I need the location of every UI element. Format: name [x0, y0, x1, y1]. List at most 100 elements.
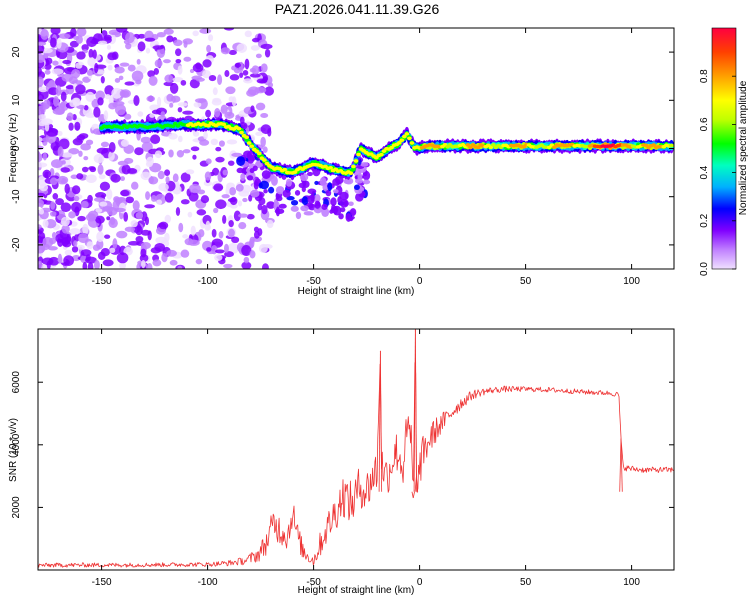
spectrogram-noise-cell — [104, 94, 111, 100]
spectrogram-noise-cell — [178, 222, 184, 233]
spectrogram-scatter-cell — [275, 186, 285, 195]
spectrogram-noise-cell — [106, 216, 111, 221]
spectrogram-noise-cell — [189, 68, 195, 74]
spectrogram-noise-cell — [200, 195, 210, 204]
spectrogram-scatter-cell — [310, 193, 315, 202]
spectrogram-noise-cell — [226, 139, 238, 145]
spectrogram-noise-cell — [114, 66, 125, 74]
spectrogram-noise-cell — [131, 70, 144, 82]
spectrogram-noise-cell — [190, 225, 196, 236]
spectrogram-noise-cell — [85, 112, 96, 118]
spectrogram-scatter-cell — [261, 170, 271, 179]
spectrogram-ridge-cell — [246, 141, 252, 145]
spectrogram-noise-cell — [164, 192, 174, 203]
spectrogram-noise-cell — [100, 141, 110, 148]
spectrogram-noise-cell — [172, 77, 184, 83]
spectrogram-noise-cell — [144, 216, 149, 226]
snr-spike — [412, 491, 415, 499]
spectrogram-noise-cell — [49, 211, 57, 217]
spectrogram-noise-cell — [50, 37, 57, 48]
spectrogram-noise-cell — [71, 80, 84, 85]
spectrogram-noise-cell — [38, 45, 44, 55]
snr-series-line — [38, 362, 674, 568]
spectrogram-ridge-cell — [328, 166, 333, 170]
spectrogram-noise-cell — [175, 206, 181, 216]
spectrogram-noise-cell — [71, 201, 82, 213]
spectrogram-noise-cell — [202, 59, 212, 68]
spectrogram-noise-cell — [242, 197, 248, 203]
spectrogram-ridge-cell — [475, 145, 481, 150]
spectrogram-ridge-cell — [239, 130, 244, 135]
spectrogram-noise-cell — [56, 50, 68, 60]
spectrogram-noise-cell — [190, 146, 200, 152]
snr-x-label: Height of straight line (km) — [298, 585, 415, 596]
spectrogram-scatter-cell — [321, 203, 328, 210]
spectrogram-noise-cell — [223, 28, 235, 31]
spectrogram-noise-cell — [193, 101, 202, 108]
spectrogram-noise-cell — [194, 98, 207, 103]
spectrogram-noise-cell — [208, 34, 214, 42]
spectrogram-y-tick-label: -10 — [11, 189, 22, 204]
spectrogram-noise-cell — [78, 150, 83, 157]
spectrogram-noise-cell — [76, 134, 86, 141]
spectrogram-noise-cell — [137, 111, 144, 117]
spectrogram-scatter-cell — [282, 189, 291, 198]
spectrogram-y-label: Frequency (Hz) — [8, 114, 19, 183]
spectrogram-noise-cell — [260, 63, 268, 73]
spectrogram-noise-cell — [183, 56, 192, 62]
spectrogram-ridge-cell — [206, 123, 211, 128]
spectrogram-noise-cell — [163, 28, 174, 35]
spectrogram-noise-cell — [183, 40, 188, 48]
spectrogram-noise-cell — [57, 130, 63, 137]
spectrogram-noise-cell — [38, 243, 45, 248]
spectrogram-scatter-cell — [268, 186, 275, 194]
spectrogram-noise-cell — [120, 90, 130, 98]
spectrogram-scatter-cell — [362, 179, 371, 185]
spectrogram-noise-cell — [242, 69, 249, 76]
spectrogram-noise-cell — [166, 35, 174, 43]
spectrogram-noise-cell — [117, 160, 129, 166]
spectrogram-noise-cell — [223, 263, 233, 269]
spectrogram-noise-cell — [83, 155, 89, 161]
spectrogram-noise-cell — [231, 236, 240, 244]
spectrogram-scatter-cell — [249, 189, 260, 198]
spectrogram-ridge-cell — [292, 170, 298, 174]
spectrogram-noise-cell — [112, 238, 118, 249]
spectrogram-noise-cell — [218, 140, 225, 147]
spectrogram-scatter-cell — [353, 184, 360, 191]
spectrogram-noise-cell — [38, 192, 46, 198]
spectrogram-noise-cell — [195, 62, 202, 70]
spectrogram-ridge-cell — [175, 124, 181, 128]
spectrogram-noise-cell — [206, 247, 212, 252]
spectrogram-noise-cell — [163, 59, 171, 64]
spectrogram-noise-cell — [211, 228, 217, 238]
spectrogram-noise-cell — [205, 109, 212, 118]
spectrogram-noise-cell — [208, 74, 217, 82]
spectrogram-noise-cell — [140, 136, 152, 144]
spectrogram-scatter-cell — [290, 205, 299, 212]
spectrogram-noise-cell — [160, 111, 166, 117]
spectrogram-noise-cell — [74, 121, 81, 131]
spectrogram-noise-cell — [119, 261, 126, 269]
spectrogram-noise-cell — [192, 154, 197, 160]
spectrogram-noise-cell — [250, 105, 255, 113]
spectrogram-noise-cell — [109, 247, 116, 254]
snr-spike — [416, 476, 419, 492]
spectrogram-noise-cell — [224, 70, 230, 78]
spectrogram-noise-cell — [227, 160, 235, 166]
spectrogram-noise-cell — [42, 257, 54, 266]
spectrogram-noise-cell — [38, 109, 42, 116]
spectrogram-ridge-cell — [465, 143, 471, 147]
spectrogram-noise-cell — [238, 221, 247, 230]
spectrogram-scatter-cell — [274, 208, 285, 215]
spectrogram-noise-cell — [124, 113, 132, 120]
spectrogram-noise-cell — [253, 226, 259, 233]
spectrogram-x-axis: -150 -100 -50 0 50 100 — [92, 28, 640, 287]
spectrogram-scatter-cell — [263, 188, 268, 194]
spectrogram-noise-cell — [99, 181, 111, 192]
spectrogram-noise-cell — [233, 210, 241, 222]
spectrogram-y-tick-label: -20 — [11, 237, 22, 252]
spectrogram-scatter-cell — [343, 178, 352, 184]
spectrogram-noise-cell — [257, 203, 263, 211]
spectrogram-scatter-cell — [337, 196, 342, 204]
